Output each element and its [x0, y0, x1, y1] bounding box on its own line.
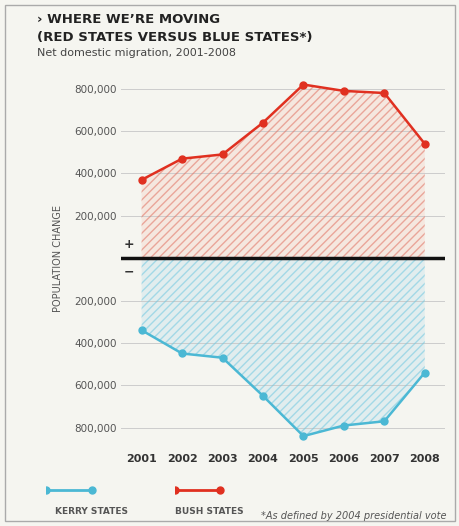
Text: −: −	[123, 266, 134, 279]
Text: *As defined by 2004 presidential vote: *As defined by 2004 presidential vote	[260, 511, 445, 521]
Text: › WHERE WE’RE MOVING: › WHERE WE’RE MOVING	[37, 13, 219, 26]
Y-axis label: POPULATION CHANGE: POPULATION CHANGE	[53, 205, 63, 312]
Text: BUSH STATES: BUSH STATES	[174, 507, 243, 516]
Text: KERRY STATES: KERRY STATES	[55, 507, 128, 516]
Text: Net domestic migration, 2001-2008: Net domestic migration, 2001-2008	[37, 48, 235, 58]
Text: (RED STATES VERSUS BLUE STATES*): (RED STATES VERSUS BLUE STATES*)	[37, 31, 312, 44]
Text: +: +	[123, 238, 134, 251]
